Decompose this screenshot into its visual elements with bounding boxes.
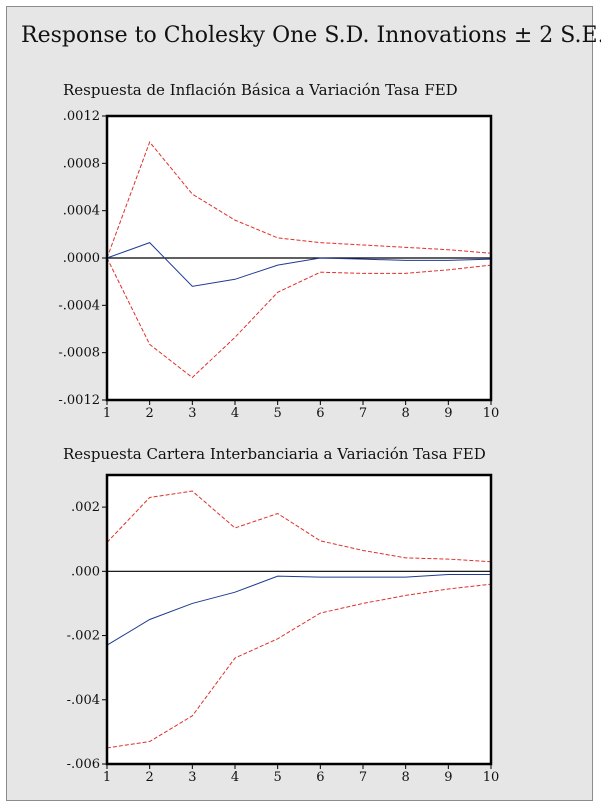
y-tick-label: .0008 xyxy=(63,156,100,171)
x-tick-label: 9 xyxy=(444,770,452,785)
y-tick-label: .0000 xyxy=(63,251,100,266)
x-tick-label: 8 xyxy=(402,770,410,785)
x-tick-label: 7 xyxy=(359,770,367,785)
y-tick-label: .002 xyxy=(71,500,100,515)
x-tick-label: 3 xyxy=(188,770,196,785)
y-tick-label: .000 xyxy=(71,564,100,579)
plot-border xyxy=(105,473,493,766)
series-response xyxy=(106,242,492,287)
series-response xyxy=(106,574,491,646)
plot-area xyxy=(107,475,491,764)
y-tick-label: .0012 xyxy=(63,109,100,124)
x-tick-label: 3 xyxy=(188,406,196,421)
y-tick-label: -.002 xyxy=(67,629,100,644)
x-tick-label: 4 xyxy=(231,406,239,421)
irf-panel-2: Respuesta Cartera Interbanciaria a Varia… xyxy=(63,445,499,785)
x-tick-label: 6 xyxy=(316,770,324,785)
irf-panel-1: Respuesta de Inflación Básica a Variació… xyxy=(58,81,499,421)
panel-title: Respuesta de Inflación Básica a Variació… xyxy=(63,81,458,99)
x-tick-label: 10 xyxy=(483,770,500,785)
x-tick-label: 5 xyxy=(274,406,282,421)
y-tick-label: .0004 xyxy=(63,204,100,219)
x-tick-label: 4 xyxy=(231,770,239,785)
y-tick-label: -.004 xyxy=(67,693,100,708)
x-tick-label: 9 xyxy=(444,406,452,421)
series-lower-band xyxy=(106,257,492,379)
x-tick-label: 8 xyxy=(402,406,410,421)
y-tick-label: -.0004 xyxy=(58,298,100,313)
x-tick-label: 2 xyxy=(146,406,154,421)
series-upper-band xyxy=(106,490,492,563)
series-upper-band xyxy=(106,141,492,259)
y-tick-label: -.0012 xyxy=(58,393,100,408)
x-tick-label: 1 xyxy=(103,770,111,785)
x-tick-label: 2 xyxy=(146,770,154,785)
y-tick-label: -.006 xyxy=(67,757,100,772)
x-tick-label: 1 xyxy=(103,406,111,421)
figure-title: Response to Cholesky One S.D. Innovation… xyxy=(21,23,601,48)
x-tick-label: 6 xyxy=(316,406,324,421)
x-tick-label: 7 xyxy=(359,406,367,421)
y-tick-label: -.0008 xyxy=(58,346,100,361)
panel-title: Respuesta Cartera Interbanciaria a Varia… xyxy=(63,445,486,463)
x-tick-label: 10 xyxy=(483,406,500,421)
x-tick-label: 5 xyxy=(274,770,282,785)
series-lower-band xyxy=(106,583,492,749)
